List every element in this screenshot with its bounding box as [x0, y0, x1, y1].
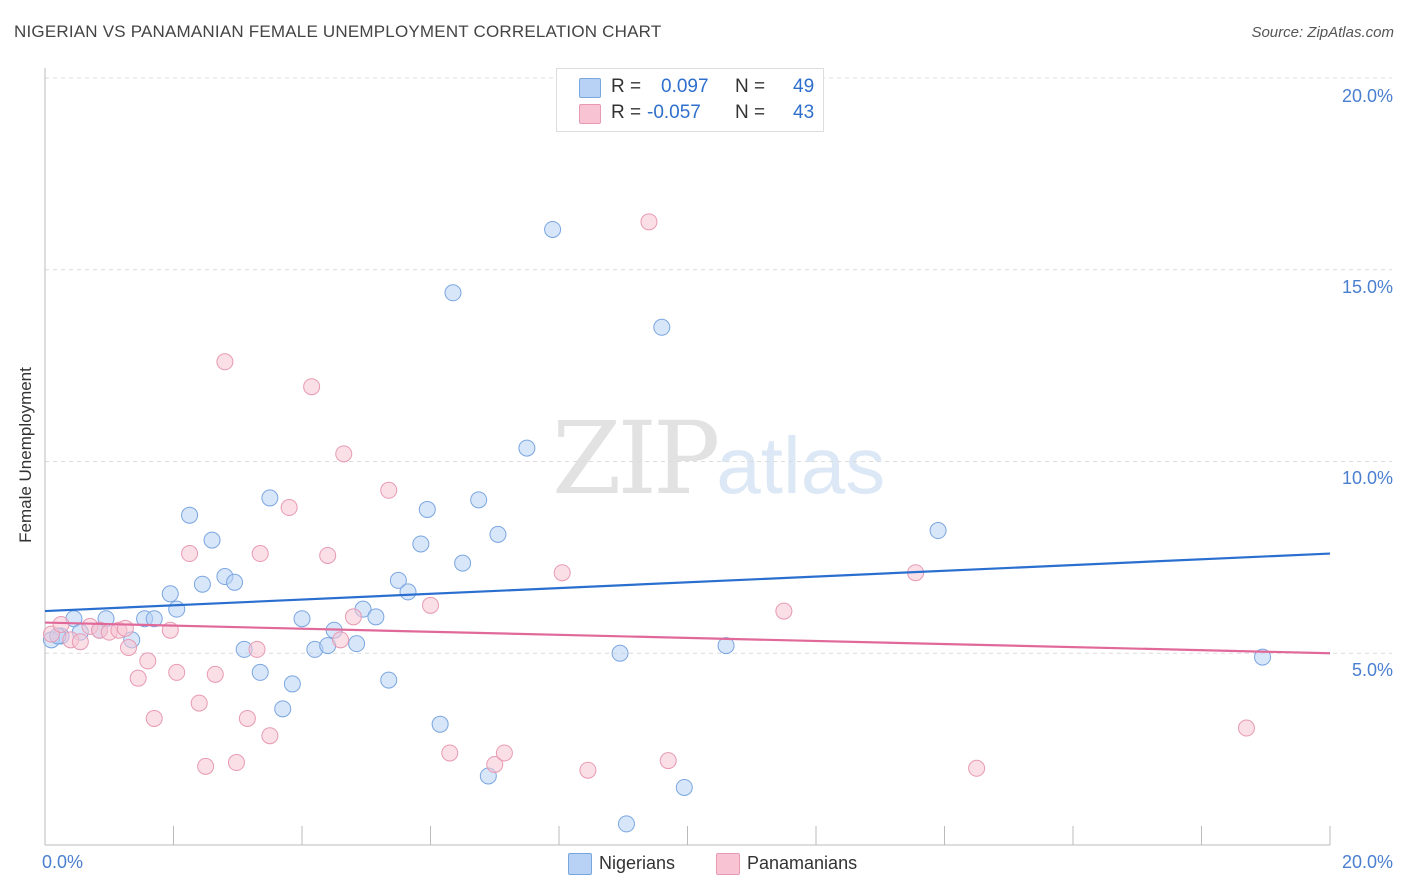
panamanian-point [52, 615, 70, 633]
panamanian-point [319, 546, 337, 564]
panamanian-point [116, 619, 134, 637]
chart-title: NIGERIAN VS PANAMANIAN FEMALE UNEMPLOYME… [14, 22, 662, 41]
panamanian-point [422, 596, 439, 614]
panamanian-point [579, 761, 597, 779]
panamanian-point [335, 445, 353, 463]
nigerian-point [470, 491, 488, 509]
panamanian-point [1237, 719, 1255, 737]
legend-r-label: R = [611, 76, 642, 97]
nigerian-point [518, 439, 536, 457]
legend-swatch-panamanians [579, 104, 601, 124]
source-label: Source: ZipAtlas.com [1251, 24, 1394, 41]
panamanian-point [495, 744, 513, 762]
panamanian-point [238, 709, 256, 727]
nigerian-point [283, 675, 301, 693]
nigerian-point [653, 318, 671, 336]
nigerian-point [203, 531, 221, 549]
nigerian-point [929, 522, 947, 540]
nigerian-point [168, 600, 186, 618]
panamanian-point [145, 709, 163, 727]
nigerian-point [145, 610, 163, 628]
panamanian-point [71, 633, 89, 651]
legend-r-label: R = [611, 102, 642, 123]
nigerian-point [274, 700, 292, 718]
panamanian-point [206, 665, 224, 683]
legend-n-value: 49 [793, 76, 815, 97]
panamanian-point [251, 545, 269, 563]
nigerian-point [454, 554, 472, 572]
correlation-legend: R = 0.097 N = 49 R = -0.057 N = 43 [556, 68, 824, 132]
x-tick-label-max: 20.0% [1341, 852, 1393, 872]
nigerian-point [399, 583, 417, 601]
bottom-legend-swatch-panamanians [716, 853, 740, 875]
nigerian-point [412, 535, 430, 553]
y-tick-label-5: 5.0% [1351, 660, 1393, 680]
panamanian-point [380, 481, 398, 499]
panamanian-point [968, 759, 986, 777]
watermark-zip: ZIP [552, 400, 720, 517]
nigerian-point [367, 608, 385, 626]
bottom-legend-label-nigerians: Nigerians [599, 853, 676, 873]
nigerian-point [161, 585, 179, 603]
panamanian-point [129, 669, 147, 687]
nigerian-point [293, 610, 311, 628]
nigerian-trend-line [44, 552, 1331, 613]
nigerian-point [226, 573, 244, 591]
panamanian-point [190, 694, 208, 712]
nigerian-point [181, 506, 199, 524]
x-tick-label-min: 0.0% [42, 852, 84, 872]
panamanian-point [640, 213, 658, 231]
watermark: ZIPatlas [552, 400, 885, 517]
nigerian-point [611, 644, 629, 662]
panamanian-point [216, 353, 234, 371]
nigerian-point [717, 637, 735, 655]
legend-r-value: 0.097 [661, 76, 709, 97]
y-tick-label-20: 20.0% [1341, 86, 1393, 106]
panamanian-point [227, 754, 245, 772]
panamanian-point [344, 608, 362, 626]
nigerian-point [675, 778, 693, 796]
panamanian-point [181, 545, 199, 563]
panamanian-point [486, 755, 504, 773]
panamanian-point [775, 602, 793, 620]
panamanian-point [120, 638, 138, 656]
nigerian-point [444, 284, 462, 302]
panamanian-point [248, 640, 266, 658]
nigerian-point [544, 220, 562, 238]
legend-n-value: 43 [793, 102, 815, 123]
nigerian-point [489, 525, 507, 543]
legend-swatch-nigerians [579, 78, 601, 98]
panamanian-point [139, 652, 157, 670]
panamanian-point [261, 727, 279, 745]
panamanian-point [197, 757, 215, 775]
legend-n-label: N = [735, 76, 766, 97]
y-tick-label-10: 10.0% [1341, 468, 1393, 488]
nigerian-point [431, 715, 449, 733]
nigerian-point [348, 635, 366, 653]
panamanian-point [303, 378, 321, 396]
legend-n-label: N = [735, 102, 766, 123]
panamanian-point [553, 564, 571, 582]
nigerian-point [380, 671, 398, 689]
panamanian-point [441, 744, 459, 762]
panamanian-point [280, 499, 298, 517]
nigerian-point [193, 575, 211, 593]
nigerian-point [389, 571, 407, 589]
watermark-atlas: atlas [716, 421, 886, 510]
legend-r-value: -0.057 [647, 102, 701, 123]
nigerian-point [261, 489, 279, 507]
nigerian-point [418, 500, 436, 518]
bottom-legend-swatch-nigerians [568, 853, 592, 875]
bottom-legend-label-panamanians: Panamanians [747, 853, 858, 873]
nigerian-point [1254, 648, 1272, 666]
panamanian-trend-line [44, 621, 1331, 655]
y-axis-label: Female Unemployment [16, 367, 35, 543]
panamanian-point [332, 631, 350, 649]
panamanian-point [168, 663, 186, 681]
y-tick-label-15: 15.0% [1341, 277, 1393, 297]
nigerian-point [251, 663, 269, 681]
panamanian-point [659, 752, 677, 770]
nigerian-point [617, 815, 635, 833]
